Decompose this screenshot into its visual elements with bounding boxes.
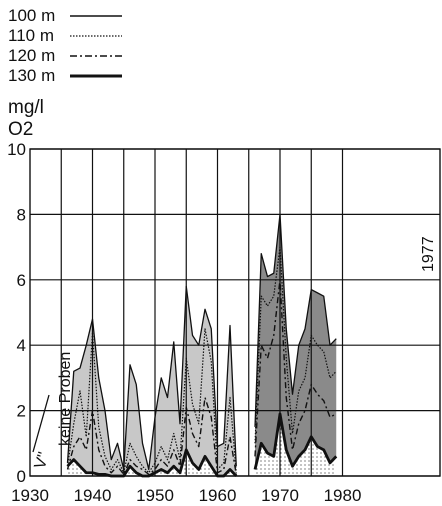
plot-area [29,148,441,478]
x-tick-label-1980: 1980 [324,486,362,505]
legend-label-130m: 130 m [8,66,55,85]
tick-labels: 1930 1940 1950 1960 1970 1980 0 2 4 6 8 10 [7,140,361,505]
y-tick-label-6: 6 [17,271,26,290]
no-samples-slash [32,394,50,453]
x-tick-label-1950: 1950 [136,486,174,505]
oxygen-band-1 [255,214,337,470]
y-tick-label-8: 8 [17,205,26,224]
x-tick-label-1930: 1930 [11,486,49,505]
legend-label-110m: 110 m [8,26,54,45]
low-oxygen-band-0 [67,449,237,476]
y-unit-label: mg/l [8,97,44,118]
series-line-120m-0 [66,396,237,476]
series-line-130m-0 [66,448,238,478]
x-tick-label-1940: 1940 [74,486,112,505]
legend-label-120m: 120 m [8,46,55,65]
series-line-100m-0 [66,285,237,471]
series-line-100m-1 [254,213,337,427]
y-substance-label: O2 [8,119,33,140]
grid [30,148,440,477]
series-line-110m-1 [254,246,337,444]
year-1977-annotation: 1977 [420,236,437,272]
series-line-120m-1 [254,279,337,457]
legend: 100 m 110 m 120 m 130 m [8,6,122,85]
no-samples-mark: V'' [32,450,53,471]
y-tick-label-0: 0 [17,467,26,486]
series-line-130m-1 [253,412,338,470]
oxygen-band-0 [67,286,237,476]
x-tick-label-1960: 1960 [199,486,237,505]
no-samples-annotation: keine Proben [57,352,74,446]
x-tick-label-1970: 1970 [261,486,299,505]
y-tick-label-10: 10 [7,140,26,159]
y-tick-label-2: 2 [17,402,26,421]
legend-label-100m: 100 m [8,6,55,25]
low-oxygen-band-1 [255,413,337,476]
y-tick-label-4: 4 [17,336,26,355]
